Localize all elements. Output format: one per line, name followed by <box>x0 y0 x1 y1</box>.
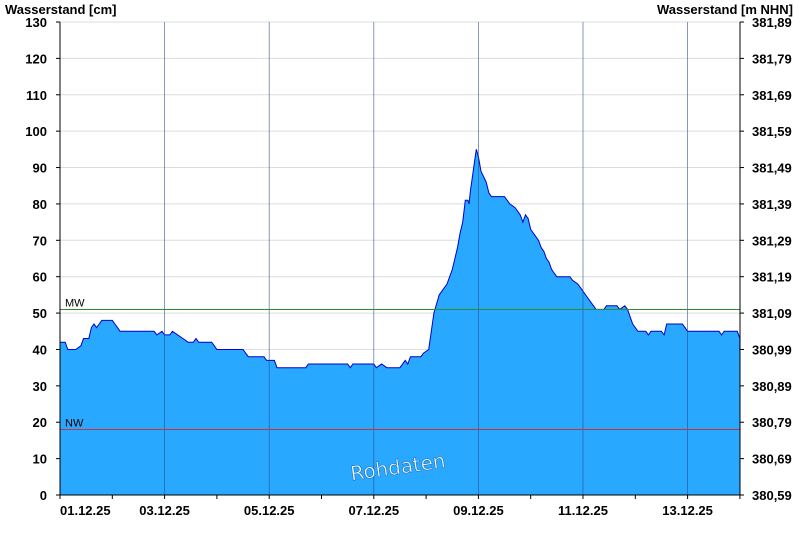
y2-tick-label: 381,49 <box>752 161 792 176</box>
y2-tick-label: 381,69 <box>752 88 792 103</box>
reference-lines: MW NW <box>60 297 740 431</box>
y-ticks-left: 0 10 20 30 40 50 60 70 80 90 100 110 120 130 <box>25 15 60 503</box>
y-tick-label: 110 <box>26 88 47 103</box>
y-tick-label: 60 <box>33 270 47 285</box>
x-tick-label: 13.12.25 <box>662 503 713 518</box>
y-axis-right-title: Wasserstand [m NHN] <box>657 2 793 17</box>
y2-tick-label: 381,09 <box>752 306 792 321</box>
reference-label-mw: MW <box>65 297 85 309</box>
reference-label-nw: NW <box>65 418 84 430</box>
series-layer <box>60 149 741 496</box>
x-tick-label: 03.12.25 <box>139 503 190 518</box>
x-tick-label: 01.12.25 <box>60 503 111 518</box>
y2-tick-label: 381,79 <box>752 51 792 66</box>
y-tick-label: 10 <box>33 452 47 467</box>
series-area <box>60 149 740 496</box>
vertical-day-lines <box>164 22 688 495</box>
y-tick-label: 0 <box>40 488 47 503</box>
x-tick-label: 07.12.25 <box>348 503 399 518</box>
y-tick-label: 50 <box>33 306 47 321</box>
y-tick-label: 30 <box>33 379 47 394</box>
y2-tick-label: 381,19 <box>752 270 792 285</box>
x-tick-label: 09.12.25 <box>453 503 504 518</box>
y2-tick-label: 381,29 <box>752 233 792 248</box>
y2-tick-label: 380,69 <box>752 452 792 467</box>
y-ticks-right: 380,59 380,69 380,79 380,89 380,99 381,09 381,… <box>740 15 792 503</box>
y2-tick-label: 380,89 <box>752 379 792 394</box>
y-tick-label: 40 <box>33 342 47 357</box>
y2-tick-label: 381,59 <box>752 124 792 139</box>
y2-tick-label: 380,59 <box>752 488 792 503</box>
x-ticks: 01.12.25 03.12.25 05.12.25 07.12.25 09.12.25… <box>59 495 741 518</box>
axes <box>59 22 741 496</box>
y-tick-label: 80 <box>33 197 47 212</box>
y-tick-label: 120 <box>25 51 47 66</box>
y2-tick-label: 380,79 <box>752 415 792 430</box>
y-tick-label: 100 <box>25 124 47 139</box>
y-tick-label: 20 <box>33 415 47 430</box>
y-tick-label: 130 <box>25 15 47 30</box>
y2-tick-label: 380,99 <box>752 342 792 357</box>
y-tick-label: 90 <box>33 161 47 176</box>
y2-tick-label: 381,89 <box>752 15 792 30</box>
y2-tick-label: 381,39 <box>752 197 792 212</box>
x-tick-label: 11.12.25 <box>558 503 608 518</box>
y-tick-label: 70 <box>33 233 47 248</box>
y-axis-left-title: Wasserstand [cm] <box>5 2 117 17</box>
x-tick-label: 05.12.25 <box>244 503 295 518</box>
